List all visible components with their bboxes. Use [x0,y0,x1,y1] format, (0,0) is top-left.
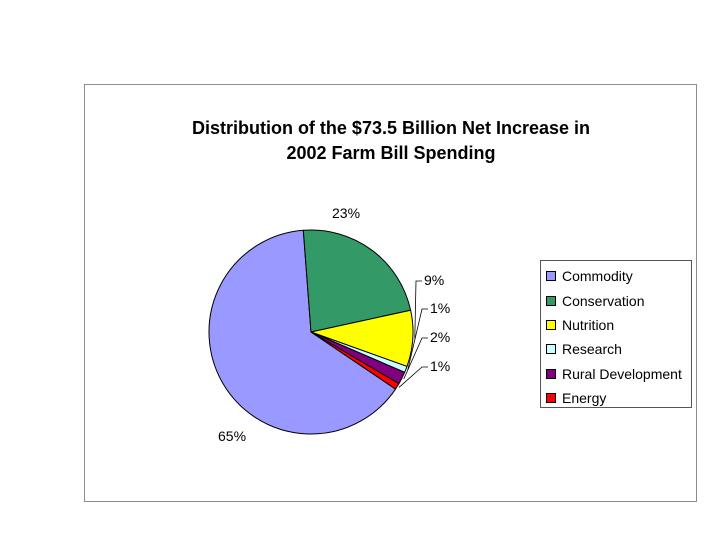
leader-line-research [407,308,428,371]
leader-line-nutrition [414,280,422,339]
chart-title-line-2: 2002 Farm Bill Spending [286,143,496,163]
pie-slice-energy [310,331,400,390]
legend-swatch-energy [546,393,556,404]
legend-label-rural-development: Rural Development [562,365,682,382]
chart-legend: Commodity Conservation Nutrition Researc… [540,260,692,408]
legend-label-nutrition: Nutrition [562,316,615,333]
legend-swatch-research [546,344,556,355]
legend-label-conservation: Conservation [562,292,645,309]
legend-label-commodity: Commodity [562,268,633,285]
data-label-energy: 1% [430,358,451,374]
legend-swatch-rural-development [546,368,556,379]
data-label-conservation: 23% [332,205,361,221]
pie-slices [208,229,414,435]
data-label-nutrition: 9% [424,272,445,288]
legend-item-research: Research [541,337,691,361]
legend-item-energy: Energy [541,386,691,410]
leader-line-rural-development [403,337,428,380]
legend-item-rural-development: Rural Development [541,362,691,386]
legend-item-conservation: Conservation [541,288,691,312]
pie-slice-conservation [302,229,412,333]
chart-title-line-1: Distribution of the $73.5 Billion Net In… [191,118,591,138]
legend-swatch-commodity [546,271,556,282]
legend-item-nutrition: Nutrition [541,313,691,337]
data-label-commodity: 65% [218,428,247,444]
legend-label-energy: Energy [562,390,607,407]
legend-item-commodity: Commodity [541,264,691,288]
chart-title: Distribution of the $73.5 Billion Net In… [0,116,720,166]
legend-label-research: Research [562,341,622,358]
data-label-research: 1% [430,300,451,316]
legend-swatch-nutrition [546,319,556,330]
leader-line-energy [398,366,428,388]
data-label-rural-development: 2% [430,329,451,345]
legend-swatch-conservation [546,295,556,306]
pie-slice-commodity [208,229,397,435]
pie-leader-lines [398,280,428,388]
